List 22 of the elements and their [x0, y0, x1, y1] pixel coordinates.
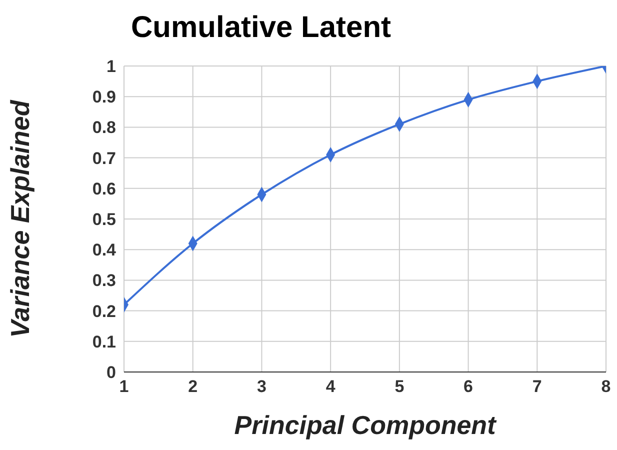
y-axis-title: Variance Explained — [5, 99, 36, 338]
chart-title: Cumulative Latent — [130, 10, 392, 46]
y-tick-label: 0.8 — [92, 118, 116, 138]
y-tick-label: 0.6 — [92, 179, 116, 198]
x-tick-label: 2 — [188, 377, 198, 396]
y-tick-label: 0.1 — [92, 332, 116, 352]
x-tick-label: 6 — [464, 377, 474, 396]
x-axis-title: Principal Component — [234, 410, 498, 440]
y-tick-label: 0.5 — [92, 210, 116, 230]
y-tick-label: 0 — [106, 363, 116, 382]
y-tick-label: 0.2 — [92, 302, 116, 321]
y-tick-label: 0.4 — [92, 240, 117, 260]
x-tick-label: 7 — [532, 377, 542, 396]
x-tick-label: 8 — [601, 377, 611, 396]
x-tick-label: 3 — [256, 377, 266, 396]
x-tick-label: 5 — [394, 377, 404, 396]
y-tick-label: 0.9 — [92, 88, 116, 107]
y-tick-label: 1 — [106, 57, 116, 76]
x-tick-label: 4 — [326, 377, 336, 396]
y-tick-label: 0.3 — [92, 271, 116, 290]
x-tick-label: 1 — [119, 377, 129, 396]
y-tick-label: 0.7 — [92, 148, 116, 168]
